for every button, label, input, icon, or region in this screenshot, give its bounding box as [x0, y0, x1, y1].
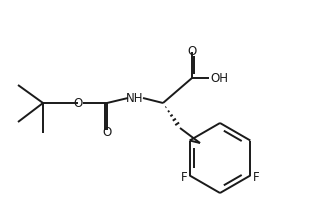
Text: O: O — [73, 96, 83, 109]
Text: NH: NH — [126, 91, 144, 105]
Text: O: O — [187, 45, 197, 57]
Text: OH: OH — [210, 71, 228, 85]
Text: O: O — [102, 126, 112, 138]
Text: F: F — [253, 171, 260, 184]
Text: F: F — [180, 171, 187, 184]
